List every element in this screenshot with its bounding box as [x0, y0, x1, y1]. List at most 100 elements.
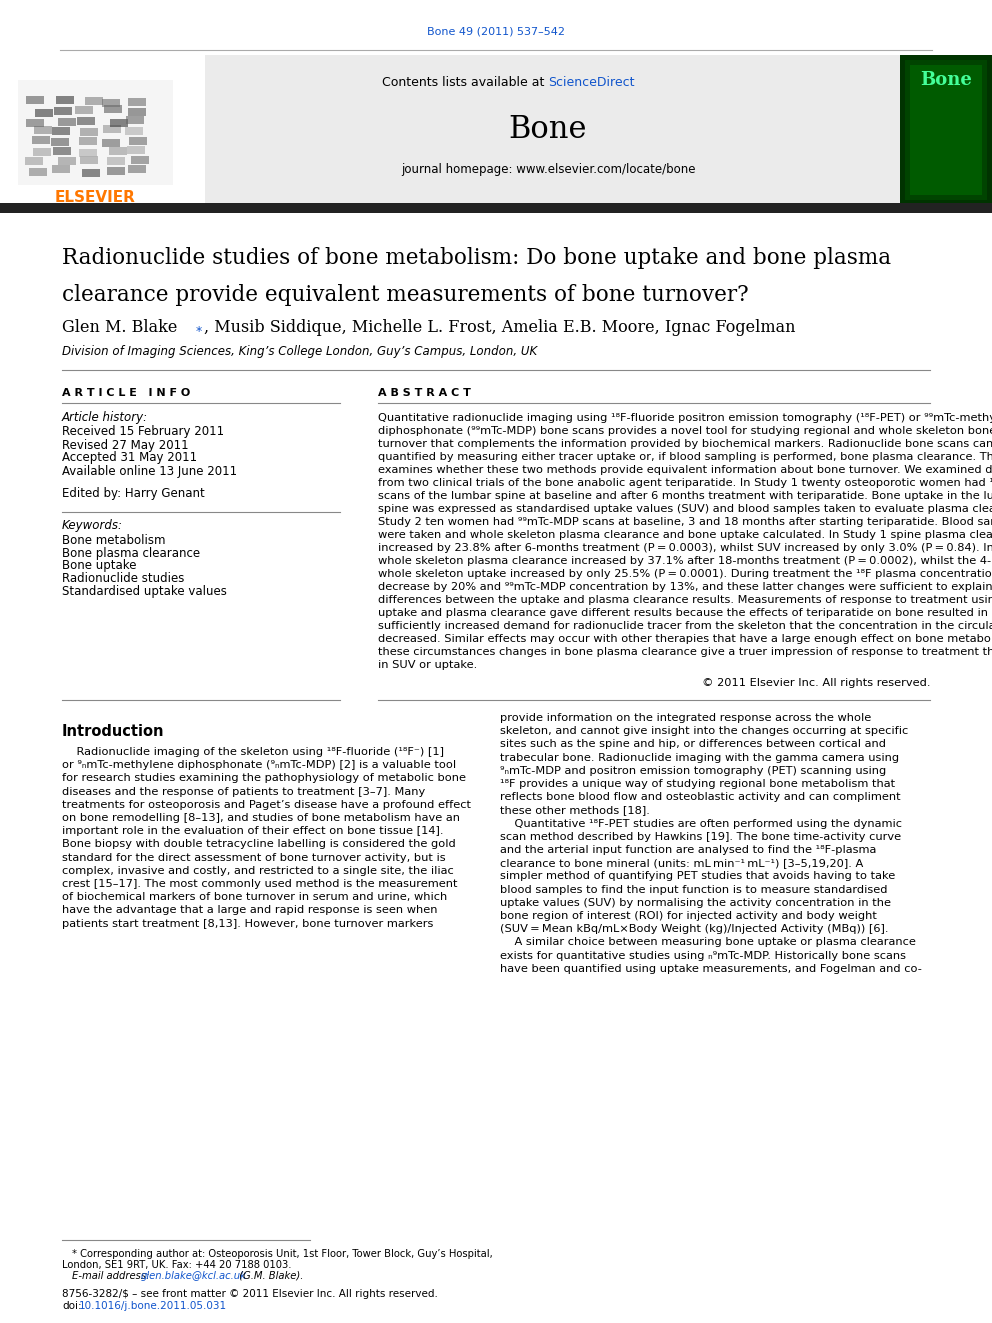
Text: exists for quantitative studies using ₙ⁹mTc-MDP. Historically bone scans: exists for quantitative studies using ₙ⁹… [500, 951, 906, 960]
Text: Quantitative radionuclide imaging using ¹⁸F-fluoride positron emission tomograph: Quantitative radionuclide imaging using … [378, 413, 992, 423]
Bar [78, 157, 96, 165]
Text: were taken and whole skeleton plasma clearance and bone uptake calculated. In St: were taken and whole skeleton plasma cle… [378, 531, 992, 540]
Text: increased by 23.8% after 6-months treatment (P = 0.0003), whilst SUV increased b: increased by 23.8% after 6-months treatm… [378, 542, 992, 553]
Bar [26, 139, 44, 147]
Text: Revised 27 May 2011: Revised 27 May 2011 [62, 438, 188, 451]
Text: Bone metabolism: Bone metabolism [62, 533, 166, 546]
Text: reflects bone blood flow and osteoblastic activity and can compliment: reflects bone blood flow and osteoblasti… [500, 792, 901, 802]
Bar [29, 118, 47, 126]
Text: Edited by: Harry Genant: Edited by: Harry Genant [62, 487, 204, 500]
Text: Bone 49 (2011) 537–542: Bone 49 (2011) 537–542 [427, 26, 565, 37]
Bar [35, 97, 53, 105]
Text: scan method described by Hawkins [19]. The bone time-activity curve: scan method described by Hawkins [19]. T… [500, 832, 901, 841]
Bar [900, 56, 992, 205]
Bar [18, 79, 173, 185]
Text: diseases and the response of patients to treatment [3–7]. Many: diseases and the response of patients to… [62, 787, 426, 796]
Text: ⁹ₙmTc-MDP and positron emission tomography (PET) scanning using: ⁹ₙmTc-MDP and positron emission tomograp… [500, 766, 886, 775]
Bar [106, 127, 124, 135]
Text: clearance provide equivalent measurements of bone turnover?: clearance provide equivalent measurement… [62, 284, 749, 306]
Text: or ⁹ₙmTc-methylene diphosphonate (⁹ₙmTc-MDP) [2] is a valuable tool: or ⁹ₙmTc-methylene diphosphonate (⁹ₙmTc-… [62, 761, 456, 770]
Text: have been quantified using uptake measurements, and Fogelman and co-: have been quantified using uptake measur… [500, 963, 922, 974]
Text: © 2011 Elsevier Inc. All rights reserved.: © 2011 Elsevier Inc. All rights reserved… [701, 677, 930, 688]
Text: examines whether these two methods provide equivalent information about bone tur: examines whether these two methods provi… [378, 464, 992, 475]
Text: decreased. Similar effects may occur with other therapies that have a large enou: decreased. Similar effects may occur wit… [378, 634, 992, 644]
Text: and the arterial input function are analysed to find the ¹⁸F-plasma: and the arterial input function are anal… [500, 845, 876, 855]
Text: diphosphonate (⁹⁹mTc-MDP) bone scans provides a novel tool for studying regional: diphosphonate (⁹⁹mTc-MDP) bone scans pro… [378, 426, 992, 437]
Text: Keywords:: Keywords: [62, 520, 123, 532]
Bar [130, 106, 149, 114]
Bar [26, 126, 44, 134]
Text: skeleton, and cannot give insight into the changes occurring at specific: skeleton, and cannot give insight into t… [500, 726, 909, 736]
Bar [26, 148, 44, 156]
Bar [59, 167, 76, 175]
Text: Accepted 31 May 2011: Accepted 31 May 2011 [62, 451, 197, 464]
Bar [54, 146, 72, 153]
Bar [100, 138, 118, 146]
Text: Bone plasma clearance: Bone plasma clearance [62, 546, 200, 560]
Bar [79, 97, 98, 105]
Text: bone region of interest (ROI) for injected activity and body weight: bone region of interest (ROI) for inject… [500, 912, 877, 921]
Text: standard for the direct assessment of bone turnover activity, but is: standard for the direct assessment of bo… [62, 852, 445, 863]
Bar [103, 165, 121, 173]
Text: simpler method of quantifying PET studies that avoids having to take: simpler method of quantifying PET studie… [500, 872, 895, 881]
Bar [26, 108, 44, 116]
Text: Radionuclide imaging of the skeleton using ¹⁸F-fluoride (¹⁸F⁻) [1]: Radionuclide imaging of the skeleton usi… [62, 747, 444, 757]
Text: quantified by measuring either tracer uptake or, if blood sampling is performed,: quantified by measuring either tracer up… [378, 452, 992, 462]
Bar [54, 118, 71, 126]
Text: turnover that complements the information provided by biochemical markers. Radio: turnover that complements the informatio… [378, 439, 992, 448]
Text: clearance to bone mineral (units: mL min⁻¹ mL⁻¹) [3–5,19,20]. A: clearance to bone mineral (units: mL min… [500, 859, 863, 868]
Text: Radionuclide studies: Radionuclide studies [62, 573, 185, 586]
Text: Quantitative ¹⁸F-PET studies are often performed using the dynamic: Quantitative ¹⁸F-PET studies are often p… [500, 819, 902, 828]
Text: whole skeleton plasma clearance increased by 37.1% after 18-months treatment (P : whole skeleton plasma clearance increase… [378, 556, 992, 566]
Text: Division of Imaging Sciences, King’s College London, Guy’s Campus, London, UK: Division of Imaging Sciences, King’s Col… [62, 345, 538, 359]
Text: from two clinical trials of the bone anabolic agent teriparatide. In Study 1 twe: from two clinical trials of the bone ana… [378, 478, 992, 488]
Text: E-mail address:: E-mail address: [72, 1271, 153, 1281]
Bar [56, 136, 73, 144]
Text: differences between the uptake and plasma clearance results. Measurements of res: differences between the uptake and plasm… [378, 595, 992, 605]
Text: decrease by 20% and ⁹⁹mTc-MDP concentration by 13%, and these latter changes wer: decrease by 20% and ⁹⁹mTc-MDP concentrat… [378, 582, 992, 591]
Bar [108, 115, 127, 123]
Text: Glen M. Blake: Glen M. Blake [62, 319, 183, 336]
Text: ScienceDirect: ScienceDirect [548, 77, 635, 90]
Text: 10.1016/j.bone.2011.05.031: 10.1016/j.bone.2011.05.031 [79, 1301, 227, 1311]
Bar [129, 165, 147, 173]
Bar [106, 159, 124, 167]
Bar [0, 202, 992, 213]
Text: important role in the evaluation of their effect on bone tissue [14].: important role in the evaluation of thei… [62, 826, 443, 836]
Text: these other methods [18].: these other methods [18]. [500, 806, 650, 815]
Bar [134, 138, 152, 146]
Bar [79, 168, 97, 176]
Text: scans of the lumbar spine at baseline and after 6 months treatment with teripara: scans of the lumbar spine at baseline an… [378, 491, 992, 501]
Bar [80, 136, 98, 144]
Text: Contents lists available at: Contents lists available at [382, 77, 548, 90]
Text: Bone biopsy with double tetracycline labelling is considered the gold: Bone biopsy with double tetracycline lab… [62, 839, 455, 849]
Bar [101, 107, 119, 115]
Text: ELSEVIER: ELSEVIER [55, 191, 136, 205]
Text: sufficiently increased demand for radionuclide tracer from the skeleton that the: sufficiently increased demand for radion… [378, 620, 992, 631]
Bar [29, 168, 47, 176]
Text: complex, invasive and costly, and restricted to a single site, the iliac: complex, invasive and costly, and restri… [62, 865, 453, 876]
Text: spine was expressed as standardised uptake values (SUV) and blood samples taken : spine was expressed as standardised upta… [378, 504, 992, 515]
Text: * Corresponding author at: Osteoporosis Unit, 1st Floor, Tower Block, Guy’s Hosp: * Corresponding author at: Osteoporosis … [72, 1249, 493, 1259]
Bar [134, 95, 152, 103]
Text: on bone remodelling [8–13], and studies of bone metabolism have an: on bone remodelling [8–13], and studies … [62, 814, 460, 823]
Text: crest [15–17]. The most commonly used method is the measurement: crest [15–17]. The most commonly used me… [62, 878, 457, 889]
Text: of biochemical markers of bone turnover in serum and urine, which: of biochemical markers of bone turnover … [62, 892, 447, 902]
Bar [127, 156, 145, 164]
Text: for research studies examining the pathophysiology of metabolic bone: for research studies examining the patho… [62, 774, 466, 783]
Bar [78, 127, 96, 135]
Text: blood samples to find the input function is to measure standardised: blood samples to find the input function… [500, 885, 888, 894]
Text: in SUV or uptake.: in SUV or uptake. [378, 660, 477, 669]
Bar [205, 56, 900, 205]
Bar [105, 98, 123, 106]
Bar [29, 157, 48, 165]
Bar [51, 128, 68, 136]
Bar [128, 148, 146, 156]
Text: Available online 13 June 2011: Available online 13 June 2011 [62, 464, 237, 478]
Text: London, SE1 9RT, UK. Fax: +44 20 7188 0103.: London, SE1 9RT, UK. Fax: +44 20 7188 01… [62, 1259, 292, 1270]
Bar [130, 115, 148, 123]
Text: ¹⁸F provides a unique way of studying regional bone metabolism that: ¹⁸F provides a unique way of studying re… [500, 779, 895, 789]
Text: these circumstances changes in bone plasma clearance give a truer impression of : these circumstances changes in bone plas… [378, 647, 992, 658]
Text: journal homepage: www.elsevier.com/locate/bone: journal homepage: www.elsevier.com/locat… [401, 164, 695, 176]
Bar [131, 127, 149, 136]
